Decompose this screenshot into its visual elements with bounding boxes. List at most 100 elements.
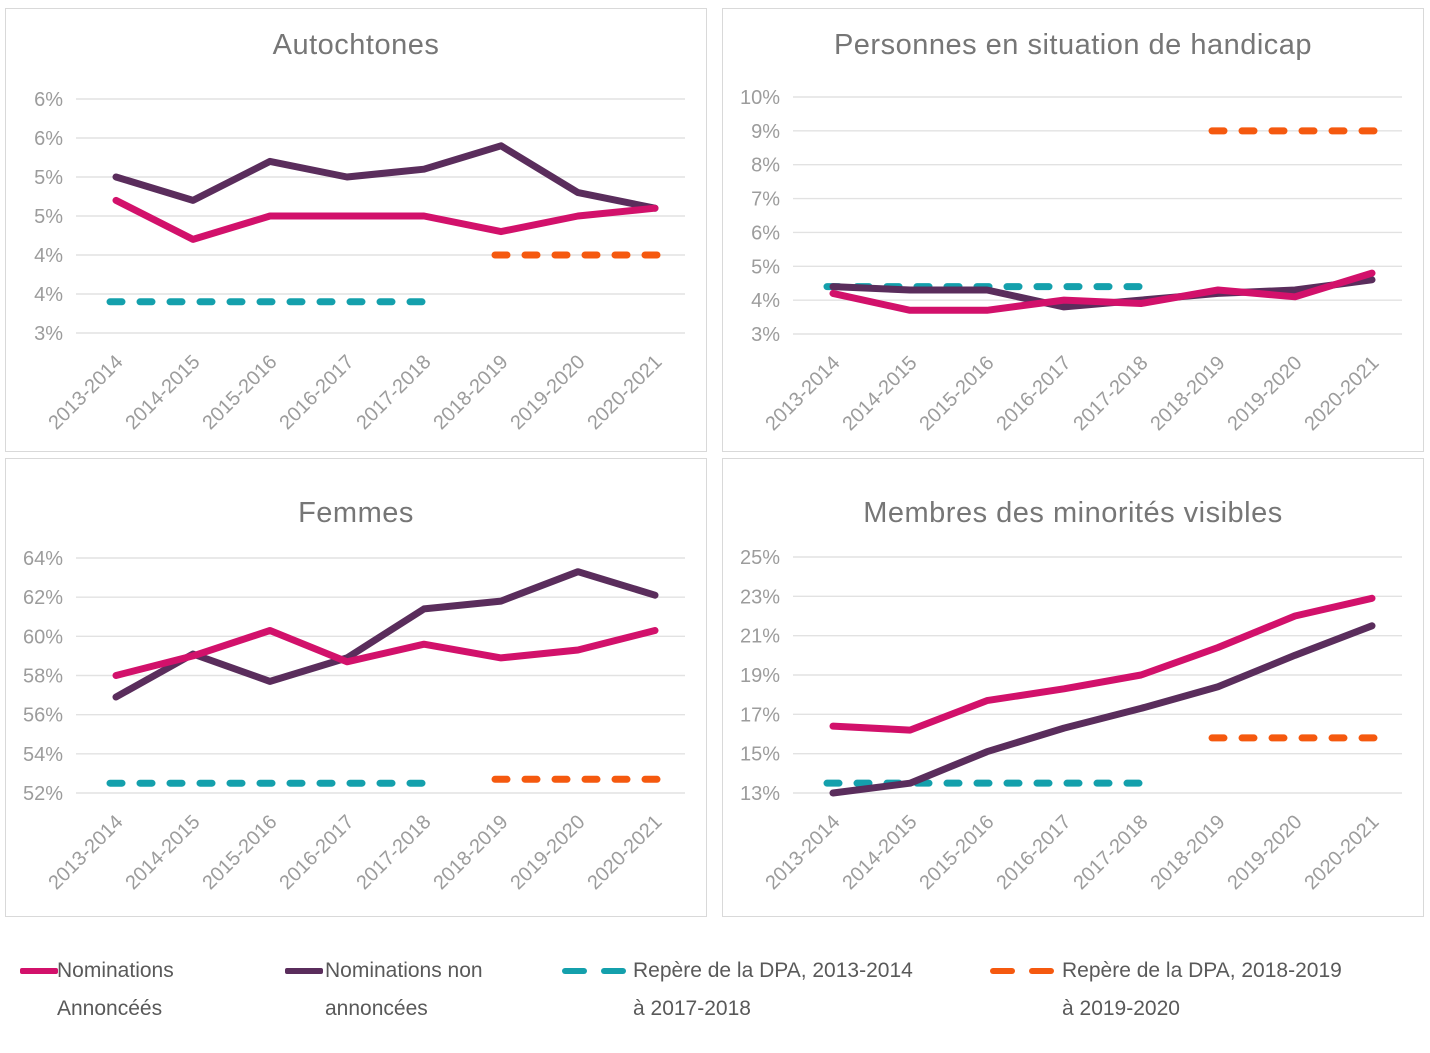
chart-panel-minorites-visibles: Membres des minorités visibles 25% 23% 21%… [722,458,1424,917]
chart-title-handicap: Personnes en situation de handicap [833,29,1313,61]
x-axis-tick-label: 2013-2014 [44,811,127,894]
x-axis-tick-label: 2013-2014 [761,811,844,894]
chart-panel-autochtones: Autochtones 6% 6% 5% 5% 4% 4% 3% 2013-2014 2014-… [5,8,707,452]
legend-label-line: Annoncéés [57,997,163,1020]
y-axis-tick-label: 9% [751,121,780,143]
x-axis-tick-label: 2017-2018 [352,811,435,894]
y-axis-tick-label: 60% [23,626,63,648]
x-axis-tick-label: 2018-2019 [1146,352,1229,435]
y-axis-tick-label: 3% [751,324,780,346]
y-axis-tick-label: 13% [740,783,780,805]
legend-swatch-announced-line [20,968,58,974]
y-axis-tick-label: 10% [740,87,780,109]
legend: Nominations Annoncéés Nominations non an… [0,946,1430,1053]
series-line-announced [112,196,659,243]
legend-dash [601,968,626,974]
y-axis-tick-label: 3% [34,323,63,345]
chart-panel-femmes: Femmes 64% 62% 60% 58% 56% 54% 52% 2013-2014 201… [5,458,707,917]
series-line-announced [112,627,659,679]
y-axis-tick-label: 56% [23,705,63,727]
y-axis-tick-label: 64% [23,548,63,570]
series-line-unannounced [829,622,1376,797]
y-axis-tick-label: 19% [740,665,780,687]
legend-dash [562,968,587,974]
chart-canvas-minorites-visibles: 25%23%21%19%17%15%13%2013-20142014-20152… [740,547,1402,894]
x-axis-tick-label: 2016-2017 [992,352,1075,435]
y-axis-tick-label: 5% [34,206,63,228]
y-axis-tick-label: 4% [34,284,63,306]
x-axis-tick-label: 2016-2017 [275,811,358,894]
series-line-announced [829,269,1376,314]
x-axis-tick-label: 2018-2019 [429,351,512,434]
y-axis-tick-label: 6% [751,222,780,244]
x-axis-tick-label: 2019-2020 [506,351,589,434]
y-axis-tick-label: 21% [740,626,780,648]
y-axis-tick-label: 6% [34,89,63,111]
x-axis-tick-label: 2020-2021 [583,811,666,894]
chart-title-minorites-visibles: Membres des minorités visibles [863,497,1283,529]
legend-label-announced: Nominations Annoncéés [57,952,174,1028]
y-axis-tick-label: 62% [23,587,63,609]
legend-label-line: Repère de la DPA, 2013-2014 [633,959,913,982]
y-axis-tick-label: 6% [34,128,63,150]
x-axis-tick-label: 2020-2021 [1300,811,1383,894]
x-axis-tick-label: 2016-2017 [992,811,1075,894]
y-axis-tick-label: 4% [751,290,780,312]
x-axis-tick-label: 2019-2020 [1223,352,1306,435]
legend-label-line: Nominations [57,959,174,982]
y-axis-tick-label: 5% [34,167,63,189]
x-axis-tick-label: 2020-2021 [1300,352,1383,435]
legend-swatch-unannounced-line [285,968,323,974]
y-axis-tick-label: 7% [751,189,780,211]
series-line-unannounced [112,568,659,701]
chart-canvas-femmes: 64%62%60%58%56%54%52%2013-20142014-20152… [23,548,685,894]
chart-title-autochtones: Autochtones [272,29,440,61]
x-axis-tick-label: 2014-2015 [121,811,204,894]
legend-label-unannounced: Nominations non annoncées [325,952,483,1028]
chart-title-femmes: Femmes [298,497,414,529]
x-axis-tick-label: 2017-2018 [1069,811,1152,894]
legend-label-benchmark-old: Repère de la DPA, 2013-2014 à 2017-2018 [633,952,913,1028]
x-axis-tick-label: 2013-2014 [44,351,127,434]
x-axis-tick-label: 2015-2016 [198,811,281,894]
x-axis-tick-label: 2015-2016 [915,811,998,894]
y-axis-tick-label: 52% [23,783,63,805]
y-axis-tick-label: 25% [740,547,780,569]
x-axis-tick-label: 2014-2015 [838,352,921,435]
y-axis-tick-label: 58% [23,666,63,688]
legend-dash [1029,968,1054,974]
x-axis-tick-label: 2014-2015 [121,351,204,434]
x-axis-tick-label: 2018-2019 [429,811,512,894]
legend-label-line: à 2017-2018 [633,997,751,1020]
x-axis-tick-label: 2017-2018 [1069,352,1152,435]
y-axis-tick-label: 8% [751,155,780,177]
legend-label-line: à 2019-2020 [1062,997,1180,1020]
chart-canvas-autochtones: 6% 6% 5% 5% 4% 4% 3% 2013-20142014-20152015-201… [34,89,685,434]
y-axis-tick-label: 23% [740,586,780,608]
x-axis-tick-label: 2017-2018 [352,351,435,434]
y-axis-tick-label: 4% [34,245,63,267]
x-axis-tick-label: 2013-2014 [761,352,844,435]
x-axis-tick-label: 2019-2020 [1223,811,1306,894]
legend-label-line: Nominations non [325,959,483,982]
legend-label-benchmark-new: Repère de la DPA, 2018-2019 à 2019-2020 [1062,952,1342,1028]
y-axis-tick-label: 5% [751,256,780,278]
x-axis-tick-label: 2020-2021 [583,351,666,434]
series-line-announced [829,594,1376,734]
legend-dash [990,968,1015,974]
x-axis-tick-label: 2016-2017 [275,351,358,434]
x-axis-tick-label: 2015-2016 [198,351,281,434]
legend-swatch-benchmark-old-dashes [562,968,626,974]
y-axis-tick-label: 54% [23,744,63,766]
y-axis-tick-label: 17% [740,704,780,726]
y-axis-tick-label: 15% [740,744,780,766]
legend-swatch-benchmark-new-dashes [990,968,1054,974]
x-axis-tick-label: 2018-2019 [1146,811,1229,894]
chart-canvas-handicap: 10% 9% 8% 7% 6% 5% 4% 3% 2013-20142014-20152015-… [740,87,1402,435]
legend-label-line: Repère de la DPA, 2018-2019 [1062,959,1342,982]
x-axis-tick-label: 2019-2020 [506,811,589,894]
series-line-unannounced [112,142,659,212]
x-axis-tick-label: 2014-2015 [838,811,921,894]
legend-label-line: annoncées [325,997,428,1020]
